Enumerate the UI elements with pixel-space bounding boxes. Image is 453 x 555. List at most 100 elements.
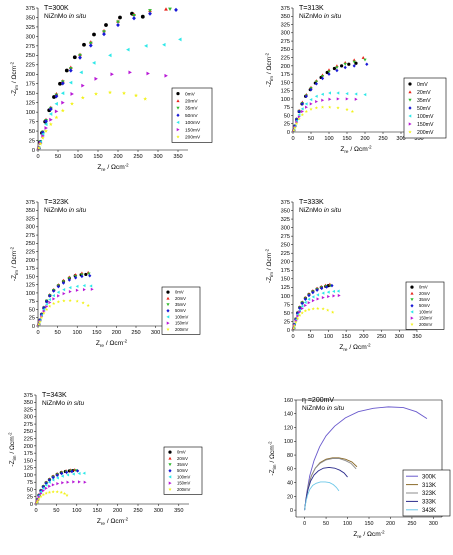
series-50mV [36, 7, 178, 151]
data-point [300, 107, 304, 111]
legend-marker [408, 114, 412, 118]
y-tick-label: 0 [287, 130, 290, 136]
data-point [321, 98, 325, 102]
data-point [55, 490, 59, 494]
data-point [297, 117, 301, 121]
legend-marker [166, 321, 170, 325]
x-tick-label: 100 [73, 154, 82, 160]
y-tick-label: 0 [30, 502, 33, 508]
data-point [303, 309, 308, 313]
data-point [132, 16, 136, 21]
legend-marker [176, 92, 180, 96]
data-point [48, 304, 52, 308]
panel-title: T=343K [42, 392, 67, 399]
panel-t343: 0 50 100 150 200 250 300 3500255075100125150175… [7, 392, 203, 526]
y-tick-label: 125 [26, 101, 35, 107]
data-point [295, 316, 300, 320]
y-tick-label: 125 [281, 285, 290, 291]
legend-marker [176, 99, 180, 103]
legend-label: 0mV [419, 285, 428, 290]
legend-marker [410, 322, 414, 326]
y-tick-label: 75 [284, 302, 290, 308]
data-point [320, 105, 325, 109]
data-point [68, 286, 72, 290]
y-tick-label: 50 [29, 307, 35, 313]
y-label-subscript: im [14, 85, 19, 90]
data-point [116, 22, 120, 28]
data-point [304, 109, 308, 113]
data-point [77, 471, 81, 476]
x-tick-label: 50 [308, 334, 314, 340]
data-point [352, 60, 356, 64]
y-tick-label: 250 [26, 241, 35, 247]
legend-marker [166, 296, 170, 300]
y-tick-label: 200 [281, 260, 290, 266]
data-point [56, 482, 60, 486]
data-point [67, 278, 71, 282]
y-tick-label: 160 [284, 398, 293, 404]
data-point [345, 107, 349, 111]
data-point [48, 294, 52, 298]
legend-label: 20mV [419, 291, 430, 296]
legend-label: 35mV [185, 106, 198, 112]
data-point [108, 90, 112, 95]
data-point [297, 113, 301, 117]
data-point [56, 290, 60, 294]
y-tick-label: 275 [26, 44, 35, 50]
data-point [37, 495, 41, 499]
data-point [92, 61, 96, 65]
x-label-exponent: -2 [368, 144, 372, 149]
data-point [87, 272, 91, 276]
y-tick-label: 175 [26, 266, 35, 272]
data-point [82, 288, 86, 292]
legend-marker [410, 316, 414, 320]
data-point [363, 58, 367, 62]
x-label-symbol: Z [340, 146, 344, 153]
y-label-symbol: -Z [11, 275, 18, 281]
legend-label: 343K [422, 508, 436, 514]
legend-marker [410, 285, 414, 289]
legend-label: 20mV [177, 456, 188, 461]
x-axis-label: Zre / Ωcm-2 [340, 144, 372, 153]
x-tick-label: 250 [378, 136, 387, 142]
data-point [304, 303, 307, 308]
data-point [326, 290, 330, 294]
data-point [44, 486, 48, 490]
data-point [56, 284, 60, 289]
data-point [316, 293, 320, 297]
legend-marker [176, 113, 180, 117]
y-tick-label: 375 [26, 200, 35, 206]
data-point [134, 93, 138, 98]
data-point [320, 76, 325, 81]
x-label-exponent: -2 [123, 338, 127, 343]
y-tick-label: 150 [26, 91, 35, 97]
data-point [41, 486, 45, 490]
x-tick-label: 0 [303, 521, 306, 527]
y-axis-label: -Zim / Ωcm-2 [264, 248, 273, 283]
y-axis-label: -Zim / Ωcm-2 [267, 441, 276, 476]
data-point [66, 480, 70, 484]
data-point [52, 301, 56, 305]
y-tick-label: 100 [24, 473, 33, 479]
y-axis-label: -Zim / Ωcm-2 [9, 61, 18, 96]
panel-title: T=313K [299, 5, 324, 12]
legend-marker [168, 481, 172, 485]
x-label-exponent: -2 [367, 342, 371, 347]
x-tick-label: 300 [154, 508, 163, 514]
x-tick-label: 150 [93, 508, 102, 514]
data-point [44, 483, 48, 487]
data-point [304, 94, 308, 99]
panel-title: T=323K [44, 199, 69, 206]
y-tick-label: 350 [26, 15, 35, 21]
data-point [108, 53, 112, 58]
series-35mV [292, 284, 333, 330]
y-tick-label: 100 [284, 439, 293, 445]
x-axis-label: Zre / Ωcm-2 [339, 342, 371, 351]
y-label-subscript: im [269, 272, 274, 277]
y-tick-label: 140 [284, 412, 293, 418]
data-point [315, 99, 318, 104]
x-tick-label: 0 [36, 154, 39, 160]
x-label-symbol: Z [97, 164, 101, 171]
data-point [41, 492, 46, 497]
data-point [47, 490, 52, 494]
